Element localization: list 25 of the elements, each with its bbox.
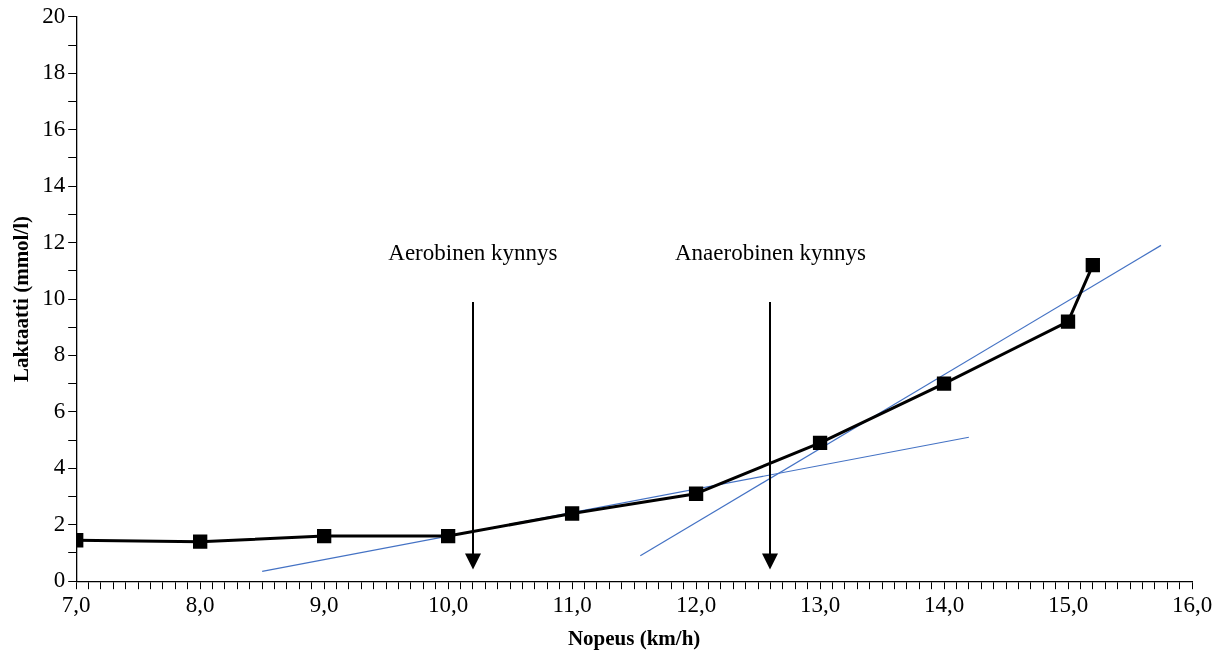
x-tick-label: 9,0 [309, 592, 339, 618]
ref-line-label: Aerobinen kynnys [388, 240, 558, 266]
y-tick-label: 12 [42, 228, 66, 254]
x-tick-label: 16,0 [1171, 592, 1213, 618]
x-tick-label: 14,0 [923, 592, 965, 618]
y-tick-label: 20 [42, 2, 66, 28]
y-tick-label: 4 [53, 454, 66, 480]
y-tick-label: 16 [42, 115, 66, 141]
y-tick-label: 0 [53, 567, 66, 593]
y-tick-label: 10 [42, 285, 66, 311]
ref-line-label: Anaerobinen kynnys [674, 240, 867, 266]
y-tick-label: 14 [42, 172, 66, 198]
x-tick-label: 12,0 [675, 592, 717, 618]
y-tick-label: 8 [53, 341, 66, 367]
y-tick-label: 18 [42, 59, 66, 85]
x-tick-label: 8,0 [185, 592, 215, 618]
y-tick-label: 2 [53, 510, 66, 536]
y-tick-label: 6 [53, 397, 66, 423]
x-tick-label: 7,0 [61, 592, 91, 618]
x-axis-title: Nopeus (km/h) [567, 625, 701, 650]
x-tick-label: 15,0 [1047, 592, 1089, 618]
y-axis-title: Laktaatti (mmol/l) [9, 215, 34, 383]
x-tick-label: 10,0 [428, 592, 469, 618]
x-tick-label: 11,0 [552, 592, 592, 618]
x-tick-label: 13,0 [799, 592, 841, 618]
